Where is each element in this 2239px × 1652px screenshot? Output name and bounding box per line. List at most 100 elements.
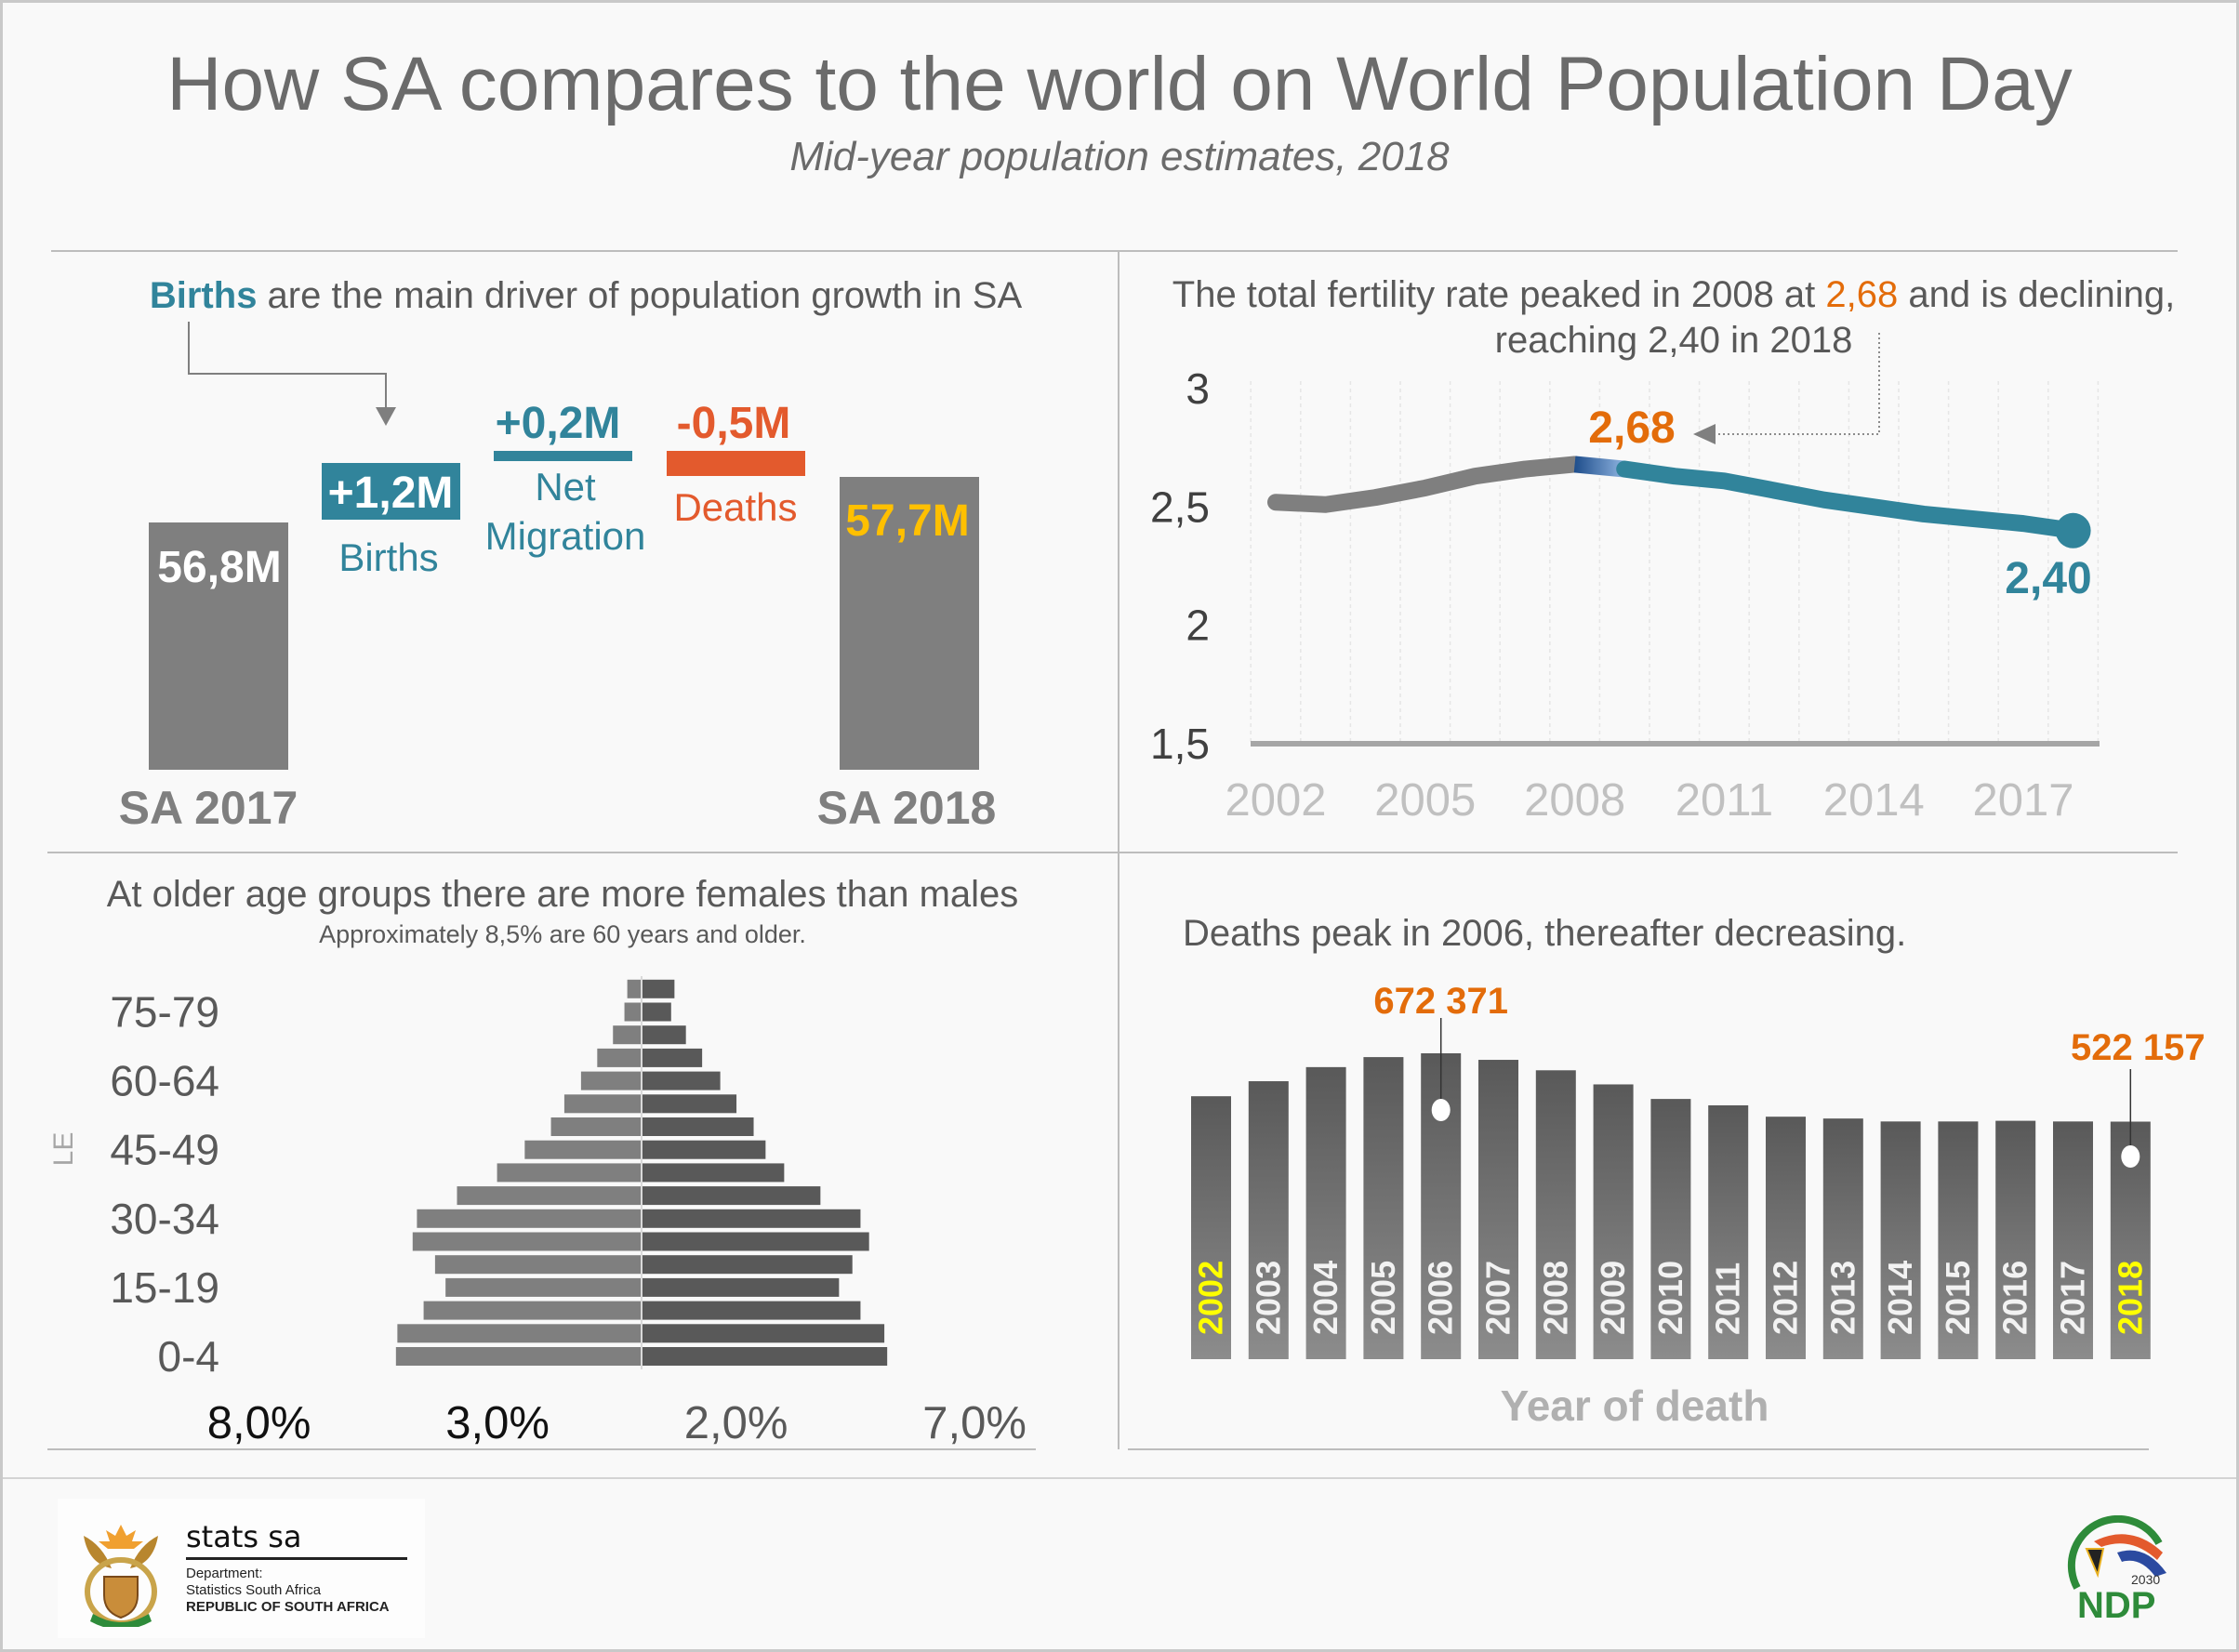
statssa-department: Department: Statistics South Africa REPU… <box>186 1566 390 1616</box>
growth-heading: Births are the main driver of population… <box>150 275 1022 317</box>
year-label: 2013 <box>1823 1261 1861 1335</box>
deaths-bar <box>667 451 805 476</box>
age-group-label: 30-34 <box>110 1195 219 1243</box>
dept-line1: Department: <box>186 1566 263 1581</box>
population-pyramid-chart: 0-4 15-19 30-34 45-49 60-64 75-79 LE 8,0% 3,0% 2,… <box>48 976 1027 1448</box>
statssa-rule <box>186 1557 407 1560</box>
x-tick-label: 2011 <box>1676 775 1773 826</box>
pyramid-bar-right <box>643 1209 861 1228</box>
peak-label: 2,68 <box>1588 403 1675 453</box>
year-label: 2012 <box>1767 1261 1805 1335</box>
births-label: Births <box>338 535 439 579</box>
death-bar <box>1995 1120 2036 1359</box>
death-bar <box>1363 1057 1404 1359</box>
peak-callout-arrowhead <box>1693 424 1716 444</box>
y-tick-label: 1,5 <box>1150 720 1210 768</box>
year-label: 2007 <box>1479 1261 1517 1335</box>
births-pointer-arrow <box>188 322 396 426</box>
pyramid-bar-right <box>643 1255 853 1275</box>
pyramid-bar-right <box>643 1140 766 1159</box>
divider-footer <box>3 1477 2236 1479</box>
pyramid-bar-left <box>434 1255 641 1275</box>
death-bar <box>1305 1066 1346 1359</box>
year-label: 2005 <box>1364 1261 1402 1335</box>
pyramid-bar-left <box>497 1163 641 1183</box>
y-tick-label: 2 <box>1186 601 1210 650</box>
pyramid-bar-right <box>643 1232 869 1251</box>
year-label: 2003 <box>1249 1261 1287 1335</box>
pyramid-bar-left <box>550 1117 641 1136</box>
age-group-label: 60-64 <box>110 1057 219 1105</box>
deaths-label: Deaths <box>673 485 798 529</box>
age-group-label: 15-19 <box>110 1263 219 1312</box>
fertility-heading-line2: reaching 2,40 in 2018 <box>1494 320 1853 361</box>
y-tick-label: 3 <box>1186 364 1210 413</box>
pyramid-bar-left <box>423 1301 641 1320</box>
pyramid-bar-right <box>643 1277 840 1297</box>
year-label: 2002 <box>1192 1261 1230 1335</box>
deaths-bar-chart: 2002 2003 2004 2005 2006 2007 2008 2009 2010 2011… <box>1191 981 2206 1430</box>
sa2017-label: SA 2017 <box>118 782 298 834</box>
pyramid-subheading: Approximately 8,5% are 60 years and olde… <box>319 920 806 948</box>
fertility-heading-line1: The total fertility rate peaked in 2008 … <box>1172 274 2175 316</box>
births-value: +1,2M <box>327 469 454 518</box>
x-tick-label: 2008 <box>1524 775 1625 826</box>
divider-top <box>51 250 2178 252</box>
pyramid-bar-right <box>643 1094 737 1114</box>
annotation-marker <box>2121 1145 2140 1168</box>
x-tick-label: 2002 <box>1225 775 1326 826</box>
x-tick-label: 2014 <box>1823 775 1925 826</box>
ndp-year: 2030 <box>2131 1572 2160 1587</box>
divider-bottom-left <box>47 1448 1036 1450</box>
death-bar <box>1650 1099 1691 1359</box>
x-tick-label: 2005 <box>1374 775 1476 826</box>
pyramid-bar-right <box>643 1347 888 1366</box>
pyramid-bar-right <box>643 1048 703 1067</box>
x-tick-label: 3,0% <box>445 1398 550 1448</box>
data-point <box>2055 512 2091 548</box>
x-tick-label: 2017 <box>1972 775 2073 826</box>
death-bar <box>1593 1084 1634 1359</box>
year-label: 2010 <box>1651 1261 1689 1335</box>
pyramid-bar-right <box>643 1186 821 1206</box>
death-bar <box>2053 1121 2093 1359</box>
peak-callout-line <box>1714 333 1880 435</box>
age-group-label: 0-4 <box>158 1332 219 1381</box>
pyramid-bar-left <box>597 1048 641 1067</box>
death-bar <box>1478 1060 1518 1359</box>
year-label: 2016 <box>1996 1261 2034 1335</box>
migration-label-line1: Net <box>535 465 596 509</box>
death-bar <box>1248 1081 1289 1359</box>
y-axis-label: LE <box>48 1132 79 1167</box>
death-bar <box>1766 1117 1806 1359</box>
sa2018-bar <box>840 477 979 770</box>
year-label: 2011 <box>1709 1262 1747 1335</box>
death-bar <box>1191 1096 1231 1359</box>
migration-value: +0,2M <box>495 399 621 448</box>
pyramid-bar-left <box>563 1094 641 1114</box>
pyramid-bar-left <box>524 1140 641 1159</box>
fertility-chart: 1,5 2 2,5 3 2002 2005 2008 2011 2014 2017 2,68 2,40 <box>1150 333 2100 826</box>
x-tick-label: 7,0% <box>922 1398 1027 1448</box>
deaths-heading: Deaths peak in 2006, thereafter decreasi… <box>1183 913 1907 954</box>
pyramid-bar-right <box>643 1117 754 1136</box>
fertility-heading-text: The total fertility rate peaked in 2008 … <box>1172 274 1826 315</box>
pyramid-bar-left <box>613 1025 641 1045</box>
pyramid-bar-right <box>643 1025 686 1045</box>
end-label: 2,40 <box>2005 554 2091 603</box>
deaths-value: -0,5M <box>676 399 791 448</box>
births-bar <box>322 463 460 520</box>
coat-of-arms-icon <box>84 1525 158 1627</box>
ndp-text: NDP <box>2077 1585 2155 1622</box>
pyramid-bar-left <box>395 1347 641 1366</box>
pyramid-bar-left <box>445 1277 641 1297</box>
growth-heading-rest: are the main driver of population growth… <box>257 275 1023 316</box>
migration-bar <box>494 451 632 461</box>
death-bar <box>1938 1121 1979 1359</box>
pyramid-bar-left <box>397 1324 641 1343</box>
pyramid-bar-right <box>643 1301 861 1320</box>
sa2018-label: SA 2018 <box>816 782 997 834</box>
x-tick-label: 2,0% <box>684 1398 788 1448</box>
pyramid-bar-right <box>643 1071 721 1090</box>
